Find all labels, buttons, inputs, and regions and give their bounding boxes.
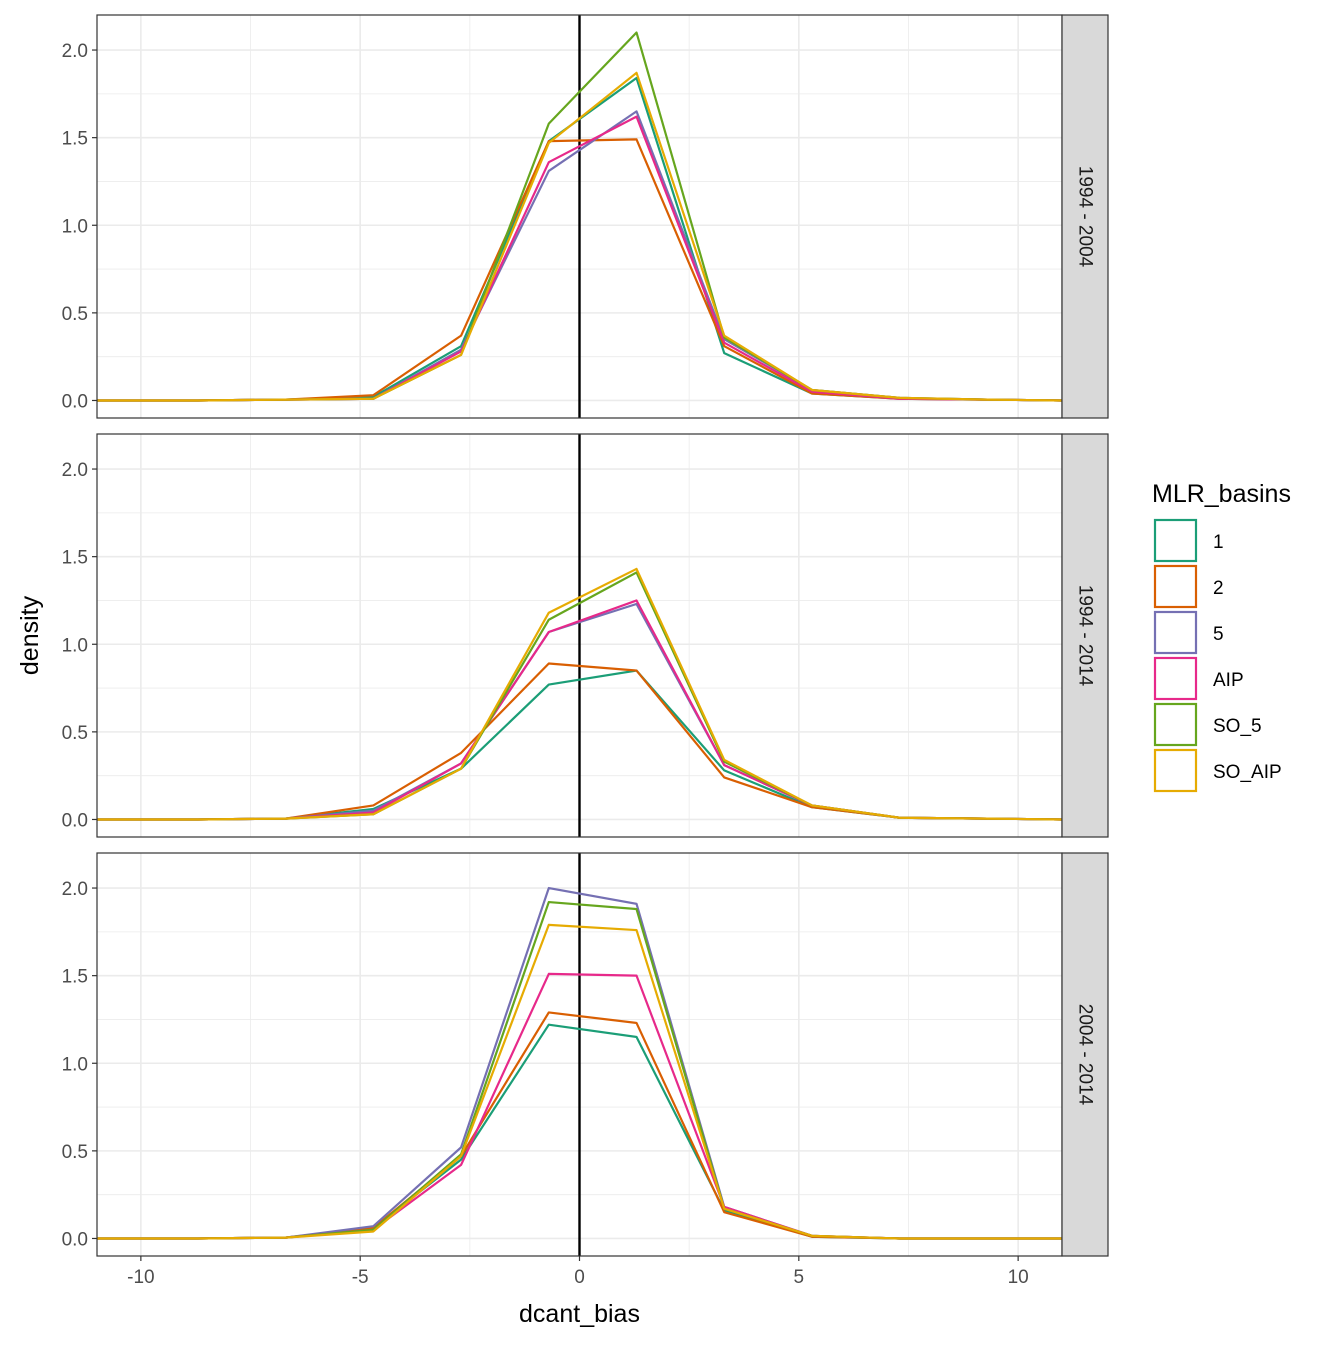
y-tick-label: 1.5 <box>62 129 88 150</box>
facet-panel: 0.0 0.5 1.0 1.5 2.0 1994 - 2004 <box>62 14 1109 419</box>
series-line-so-aip <box>97 71 1063 402</box>
series-line-so-aip <box>97 923 1062 1240</box>
legend-key-5 <box>1153 610 1198 655</box>
y-tick-label: 1.5 <box>62 548 88 569</box>
y-tick-label: 0.5 <box>62 1142 88 1163</box>
x-tick-label: -10 <box>127 1267 154 1288</box>
legend-key-so-5 <box>1153 702 1198 747</box>
y-tick-label: 0.5 <box>62 304 88 325</box>
y-tick-label: 2.0 <box>62 460 88 481</box>
legend-key-2 <box>1153 564 1198 609</box>
facet-strip-label: 1994 - 2004 <box>1075 166 1096 268</box>
y-tick-label: 0.5 <box>62 723 88 744</box>
legend-label: SO_AIP <box>1213 762 1282 783</box>
legend-title: MLR_basins <box>1152 480 1291 508</box>
legend-label: SO_5 <box>1213 716 1262 737</box>
facet-strip-label: 1994 - 2014 <box>1075 585 1096 687</box>
y-tick-label: 0.0 <box>62 810 88 831</box>
x-tick-label: 0 <box>574 1267 585 1288</box>
y-tick-label: 1.5 <box>62 967 88 988</box>
y-tick-label: 1.0 <box>62 216 88 237</box>
facet-strip <box>1061 14 1109 419</box>
y-tick-label: 1.0 <box>62 635 88 656</box>
legend-label: 5 <box>1213 624 1224 645</box>
legend-key-so-aip <box>1153 748 1198 793</box>
legend-key-aip <box>1153 656 1198 701</box>
series-line-so-aip <box>97 567 1063 821</box>
y-tick-label: 0.0 <box>62 391 88 412</box>
y-tick-label: 1.0 <box>62 1054 88 1075</box>
legend-label: 1 <box>1213 532 1224 553</box>
legend-label: AIP <box>1213 670 1244 691</box>
legend: MLR_basins 1 2 5 AIP SO_5 SO_AIP <box>1152 480 1291 793</box>
x-tick-label: 10 <box>1008 1267 1029 1288</box>
facet-panel: 0.0 0.5 1.0 1.5 2.0 1994 - 2014 <box>62 433 1109 838</box>
y-tick-label: 0.0 <box>62 1229 88 1250</box>
facet-strip <box>1061 852 1109 1257</box>
x-axis-title: dcant_bias <box>519 1300 640 1328</box>
facet-strip <box>1061 433 1109 838</box>
facet-panel: 0.0 0.5 1.0 1.5 2.0 2004 - 2014 <box>62 852 1109 1257</box>
y-tick-label: 2.0 <box>62 879 88 900</box>
y-tick-label: 2.0 <box>62 41 88 62</box>
facet-strip-label: 2004 - 2014 <box>1075 1004 1096 1106</box>
y-axis-title: density <box>16 595 44 675</box>
legend-label: 2 <box>1213 578 1224 599</box>
legend-key-1 <box>1153 518 1198 563</box>
x-tick-label: 5 <box>794 1267 805 1288</box>
x-tick-label: -5 <box>352 1267 369 1288</box>
